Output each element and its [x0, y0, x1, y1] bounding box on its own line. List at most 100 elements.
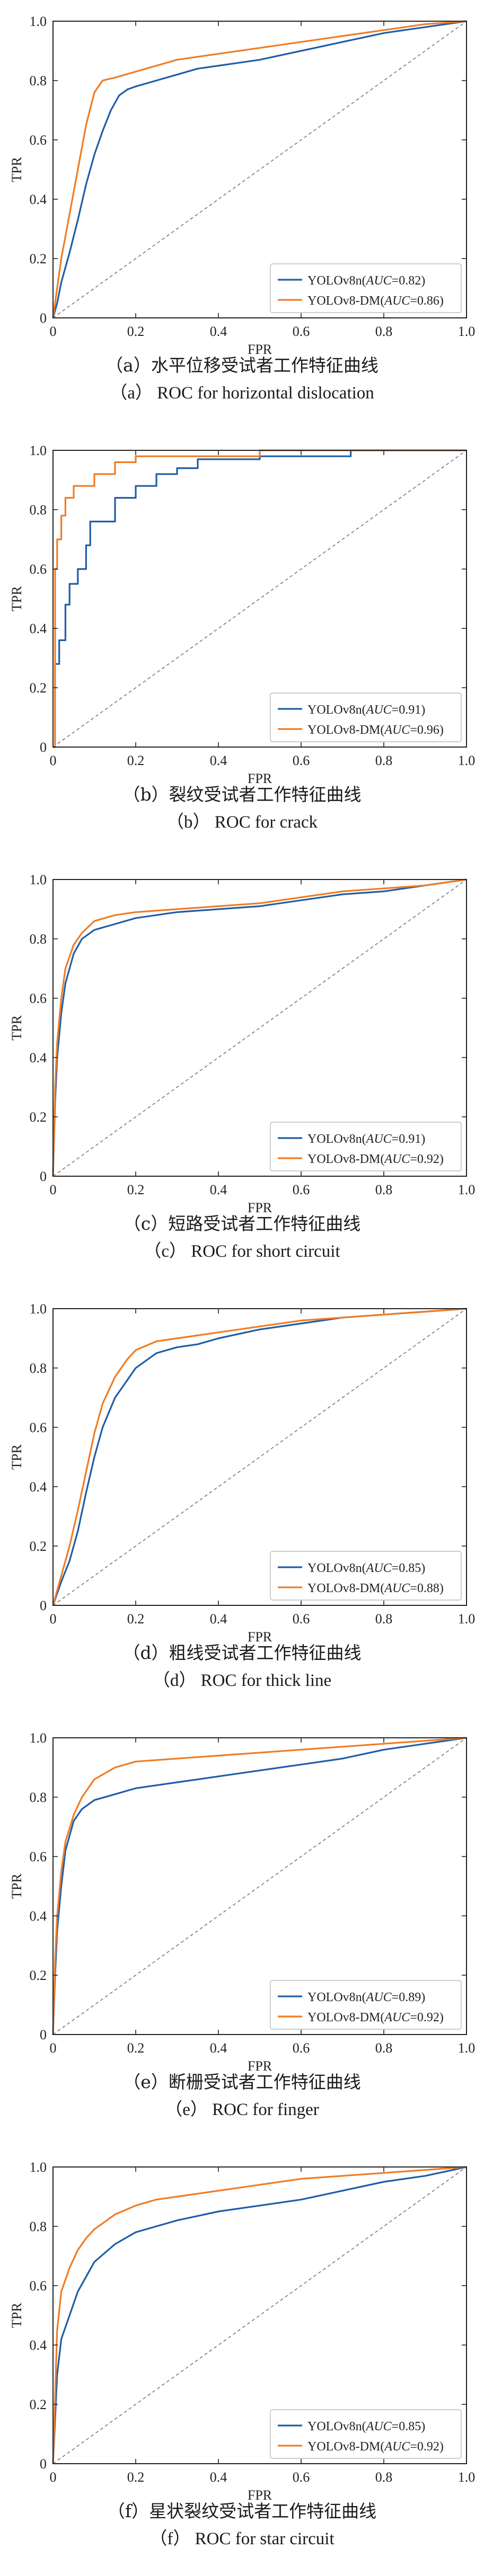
roc-panel-thick-line: 0 0.2 0.4 0.6 0.8 1.0 0 0.2 0.4 0.6 0.8 1.0 FPR TPR YO…: [0, 1287, 484, 1717]
caption-chinese: （c）短路受试者工作特征曲线: [123, 1213, 361, 1234]
y-tick-label: 0.8: [30, 502, 47, 518]
y-tick-label: 0: [40, 740, 47, 755]
roc-chart: 0 0.2 0.4 0.6 0.8 1.0 0 0.2 0.4 0.6 0.8 1.0 FPR TPR YO…: [9, 872, 475, 1213]
y-tick-label: 0.6: [30, 132, 47, 148]
y-tick-label: 0.2: [30, 2397, 47, 2412]
roc-curve-yolov8-dm: [52, 2166, 467, 2464]
x-tick-label: 0.8: [375, 1182, 393, 1197]
plot-frame: [52, 450, 467, 748]
plot-frame: [52, 2166, 467, 2464]
x-tick-label: 1.0: [458, 2040, 476, 2056]
plot-frame: [52, 21, 467, 318]
x-tick-label: 0.6: [293, 1182, 310, 1197]
legend-entry: YOLOv8n(AUC=0.91): [307, 1132, 425, 1146]
x-tick-label: 0.6: [293, 2040, 310, 2056]
legend-entry: YOLOv8n(AUC=0.82): [307, 274, 425, 288]
x-tick-label: 0.8: [375, 2040, 393, 2056]
x-tick-label: 0: [50, 2470, 57, 2485]
x-axis-label: FPR: [248, 2488, 272, 2501]
roc-chart: 0 0.2 0.4 0.6 0.8 1.0 0 0.2 0.4 0.6 0.8 1.0 FPR TPR YO…: [9, 443, 475, 784]
y-tick-label: 0.6: [30, 991, 47, 1006]
roc-curve-yolov8-dm: [52, 1308, 467, 1606]
y-tick-label: 0.2: [30, 251, 47, 267]
roc-curve-yolov8n: [52, 1737, 467, 2035]
y-tick-label: 0.8: [30, 1361, 47, 1376]
y-tick-label: 0.8: [30, 931, 47, 947]
roc-chart: 0 0.2 0.4 0.6 0.8 1.0 0 0.2 0.4 0.6 0.8 1.0 FPR TPR YO…: [9, 2160, 475, 2501]
y-tick-label: 1.0: [30, 443, 47, 458]
x-axis-label: FPR: [248, 771, 272, 784]
roc-chart: 0 0.2 0.4 0.6 0.8 1.0 0 0.2 0.4 0.6 0.8 1.0 FPR TPR YO…: [9, 14, 476, 355]
plot-frame: [52, 1737, 467, 2035]
y-tick-label: 1.0: [30, 2160, 47, 2175]
x-tick-label: 0.6: [293, 753, 310, 768]
y-tick-label: 0.2: [30, 1968, 47, 1983]
y-tick-label: 0.6: [30, 1849, 47, 1864]
x-tick-label: 0.6: [293, 324, 310, 339]
x-tick-label: 0.2: [127, 1182, 145, 1197]
roc-panel-short-circuit: 0 0.2 0.4 0.6 0.8 1.0 0 0.2 0.4 0.6 0.8 1.0 FPR TPR YO…: [0, 858, 484, 1287]
roc-chart: 0 0.2 0.4 0.6 0.8 1.0 0 0.2 0.4 0.6 0.8 1.0 FPR TPR YO…: [9, 1301, 475, 1642]
y-axis-label: TPR: [9, 1444, 24, 1470]
caption-english: （b） ROC for crack: [166, 813, 318, 832]
legend-entry: YOLOv8n(AUC=0.91): [307, 703, 425, 717]
roc-curve-yolov8n: [52, 2166, 467, 2464]
y-tick-label: 0.4: [30, 192, 47, 207]
y-tick-label: 0: [40, 2027, 47, 2042]
roc-curve-yolov8n: [53, 449, 467, 748]
y-tick-label: 0.4: [30, 1908, 47, 1924]
x-tick-label: 0.4: [210, 753, 227, 768]
y-axis-label: TPR: [9, 1873, 24, 1899]
plot-frame: [52, 1308, 467, 1606]
y-axis-label: TPR: [9, 586, 24, 611]
x-tick-label: 0.4: [210, 1611, 227, 1627]
roc-panel-horizontal-dislocation: 0 0.2 0.4 0.6 0.8 1.0 0 0.2 0.4 0.6 0.8 1.0 FPR TPR YO…: [0, 0, 484, 429]
y-tick-label: 1.0: [30, 1730, 47, 1746]
x-tick-label: 1.0: [458, 324, 476, 339]
y-axis-label: TPR: [9, 157, 24, 182]
x-tick-label: 0: [50, 1611, 57, 1627]
caption-english: （c） ROC for short circuit: [144, 1242, 340, 1261]
x-axis-label: FPR: [248, 1200, 272, 1213]
x-tick-label: 0.8: [375, 753, 393, 768]
caption-english: （a） ROC for horizontal dislocation: [110, 384, 374, 403]
x-tick-label: 0: [50, 753, 57, 768]
caption-english: （e） ROC for finger: [165, 2100, 319, 2119]
y-tick-label: 0.8: [30, 1790, 47, 1805]
x-tick-label: 0.2: [127, 324, 145, 339]
legend-box: [270, 692, 462, 742]
x-tick-label: 0.2: [127, 2040, 145, 2056]
roc-panel-star-circuit: 0 0.2 0.4 0.6 0.8 1.0 0 0.2 0.4 0.6 0.8 1.0 FPR TPR YO…: [0, 2146, 484, 2575]
x-tick-label: 0: [50, 2040, 57, 2056]
plot-frame: [52, 879, 467, 1177]
y-tick-label: 0: [40, 1169, 47, 1184]
caption-english: （d） ROC for thick line: [152, 1671, 332, 1690]
y-tick-label: 0.4: [30, 621, 47, 636]
caption-english: （f） ROC for star circuit: [149, 2529, 335, 2548]
x-tick-label: 0.4: [210, 1182, 227, 1197]
y-tick-label: 1.0: [30, 14, 47, 29]
x-tick-label: 0.2: [127, 2470, 145, 2485]
x-tick-label: 0.4: [210, 2470, 227, 2485]
y-tick-label: 0: [40, 2456, 47, 2472]
legend-box: [270, 263, 462, 313]
x-axis-label: FPR: [248, 342, 272, 355]
y-axis-label: TPR: [9, 2303, 24, 2328]
x-tick-label: 0.2: [127, 753, 145, 768]
caption-chinese: （a）水平位移受试者工作特征曲线: [105, 355, 379, 376]
y-tick-label: 0.6: [30, 1420, 47, 1435]
roc-panel-crack: 0 0.2 0.4 0.6 0.8 1.0 0 0.2 0.4 0.6 0.8 1.0 FPR TPR YO…: [0, 429, 484, 858]
x-axis-label: FPR: [248, 2058, 272, 2072]
y-tick-label: 1.0: [30, 872, 47, 887]
y-tick-label: 0.8: [30, 2219, 47, 2234]
y-tick-label: 0.2: [30, 1539, 47, 1554]
roc-curve-yolov8-dm: [52, 1737, 467, 2035]
legend-entry: YOLOv8-DM(AUC=0.88): [307, 1582, 444, 1595]
caption-chinese: （b）裂纹受试者工作特征曲线: [122, 784, 362, 805]
x-tick-label: 0: [50, 324, 57, 339]
roc-curve-yolov8n: [52, 20, 467, 318]
roc-curve-yolov8-dm: [53, 449, 467, 748]
y-tick-label: 0.4: [30, 2338, 47, 2353]
legend-entry: YOLOv8-DM(AUC=0.92): [307, 1152, 444, 1166]
caption-chinese: （f）星状裂纹受试者工作特征曲线: [107, 2501, 377, 2521]
